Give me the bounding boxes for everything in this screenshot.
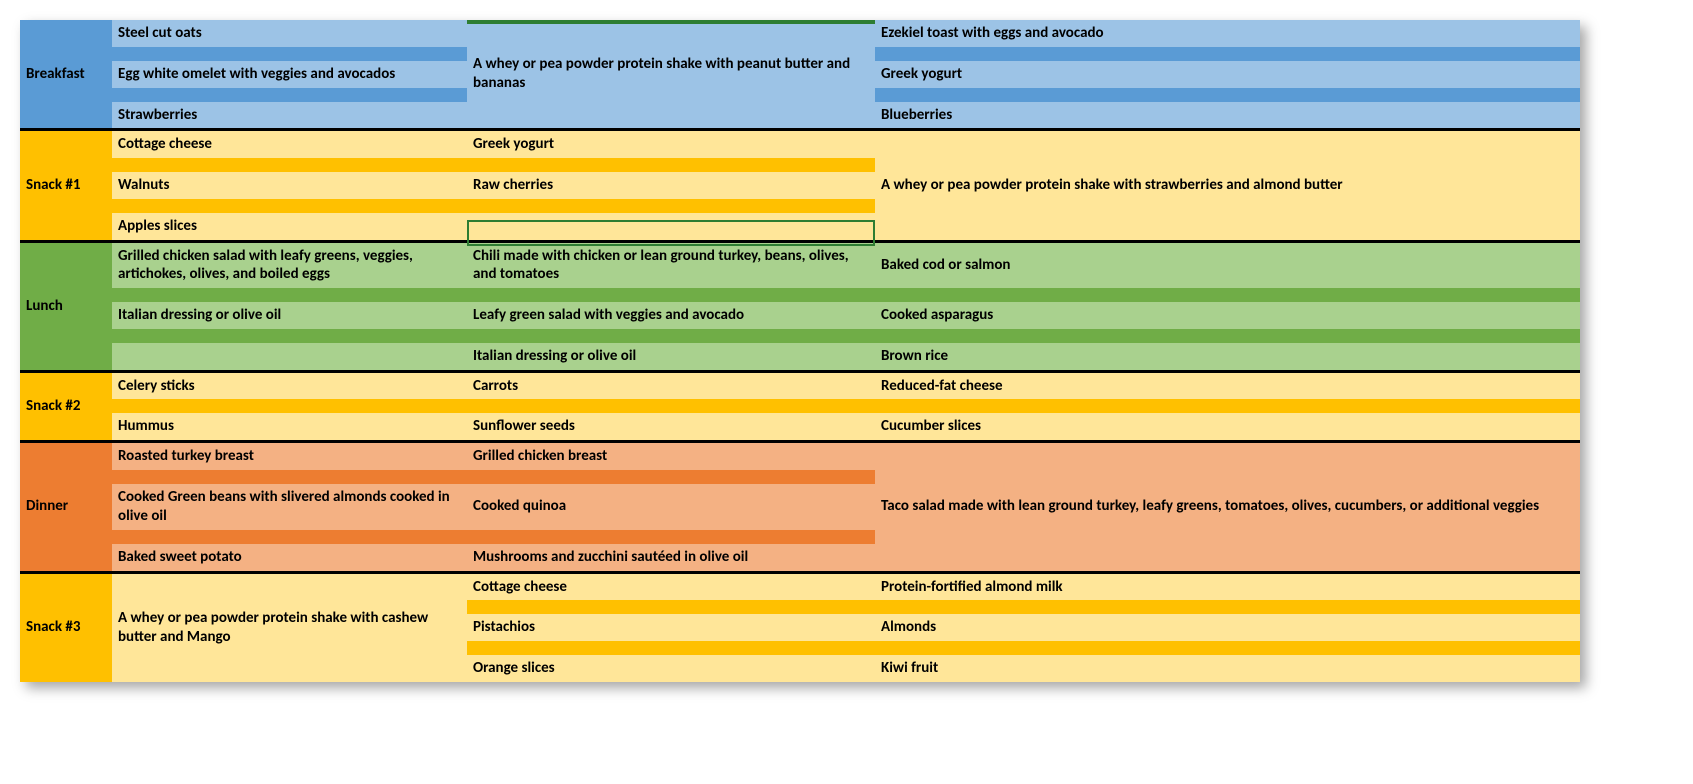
cell-a-merged: A whey or pea powder protein shake with … [112,572,467,682]
cell-a: Hummus [112,413,467,441]
cell-c: Ezekiel toast with eggs and avocado [875,20,1580,47]
meal-label: Snack #1 [20,130,112,241]
cell-spacer [875,641,1580,655]
cell-spacer [112,530,467,544]
cell-spacer [112,470,467,484]
cell-b: Chili made with chicken or lean ground t… [467,241,875,288]
cell-spacer [467,641,875,655]
cell-b: Sunflower seeds [467,413,875,441]
meal-label: Snack #3 [20,572,112,682]
cell-spacer [112,199,467,213]
cell-c: Greek yogurt [875,61,1580,88]
cell-c: Baked cod or salmon [875,241,1580,288]
cell-c: Brown rice [875,343,1580,371]
cell-b: Leafy green salad with veggies and avoca… [467,302,875,329]
meal-plan-table: BreakfastSteel cut oatsA whey or pea pow… [20,20,1580,682]
table-row: Snack #2Celery sticksCarrotsReduced-fat … [20,371,1580,399]
meal-label: Lunch [20,241,112,371]
cell-a: Roasted turkey breast [112,442,467,470]
meal-label: Breakfast [20,20,112,130]
cell-spacer [467,158,875,172]
cell-spacer [112,329,467,343]
cell-b: Raw cherries [467,172,875,199]
cell-spacer [467,600,875,614]
cell-a: Steel cut oats [112,20,467,47]
cell-b-merged: A whey or pea powder protein shake with … [467,20,875,130]
cell-a: Cottage cheese [112,130,467,158]
table-row: Snack #1Cottage cheeseGreek yogurtA whey… [20,130,1580,158]
table-row: Snack #3A whey or pea powder protein sha… [20,572,1580,600]
meal-label: Snack #2 [20,371,112,442]
cell-b: Mushrooms and zucchini sautéed in olive … [467,544,875,572]
cell-spacer [875,399,1580,413]
table-row: Italian dressing or olive oilBrown rice [20,343,1580,371]
cell-b [467,213,875,241]
cell-c-merged: A whey or pea powder protein shake with … [875,130,1580,241]
cell-b: Orange slices [467,655,875,682]
cell-spacer [875,47,1580,61]
cell-c: Blueberries [875,102,1580,130]
cell-spacer [112,399,467,413]
cell-a: Walnuts [112,172,467,199]
table-row [20,329,1580,343]
cell-b: Cooked quinoa [467,484,875,530]
cell-c: Almonds [875,614,1580,641]
table-row [20,399,1580,413]
cell-a: Cooked Green beans with slivered almonds… [112,484,467,530]
cell-c: Cooked asparagus [875,302,1580,329]
cell-spacer [112,88,467,102]
meal-plan-wrap: BreakfastSteel cut oatsA whey or pea pow… [20,20,1580,682]
cell-c: Reduced-fat cheese [875,371,1580,399]
cell-c-merged: Taco salad made with lean ground turkey,… [875,442,1580,573]
cell-spacer [875,88,1580,102]
cell-spacer [467,530,875,544]
table-row: Italian dressing or olive oilLeafy green… [20,302,1580,329]
cell-a: Apples slices [112,213,467,241]
cell-c: Protein-fortified almond milk [875,572,1580,600]
meal-label: Dinner [20,442,112,573]
cell-spacer [112,47,467,61]
cell-spacer [467,399,875,413]
cell-spacer [875,600,1580,614]
cell-c: Kiwi fruit [875,655,1580,682]
table-row: DinnerRoasted turkey breastGrilled chick… [20,442,1580,470]
cell-b: Greek yogurt [467,130,875,158]
cell-spacer [467,288,875,302]
cell-a: Egg white omelet with veggies and avocad… [112,61,467,88]
cell-a [112,343,467,371]
cell-b: Italian dressing or olive oil [467,343,875,371]
cell-spacer [467,329,875,343]
cell-spacer [467,199,875,213]
table-row: LunchGrilled chicken salad with leafy gr… [20,241,1580,288]
cell-a: Italian dressing or olive oil [112,302,467,329]
cell-spacer [112,158,467,172]
cell-b: Pistachios [467,614,875,641]
cell-c: Cucumber slices [875,413,1580,441]
table-row [20,288,1580,302]
cell-a: Grilled chicken salad with leafy greens,… [112,241,467,288]
cell-a: Baked sweet potato [112,544,467,572]
cell-b: Carrots [467,371,875,399]
cell-a: Celery sticks [112,371,467,399]
cell-spacer [112,288,467,302]
cell-spacer [875,329,1580,343]
cell-b: Cottage cheese [467,572,875,600]
table-row: BreakfastSteel cut oatsA whey or pea pow… [20,20,1580,47]
cell-spacer [467,470,875,484]
table-row: HummusSunflower seedsCucumber slices [20,413,1580,441]
cell-a: Strawberries [112,102,467,130]
cell-spacer [875,288,1580,302]
cell-b: Grilled chicken breast [467,442,875,470]
